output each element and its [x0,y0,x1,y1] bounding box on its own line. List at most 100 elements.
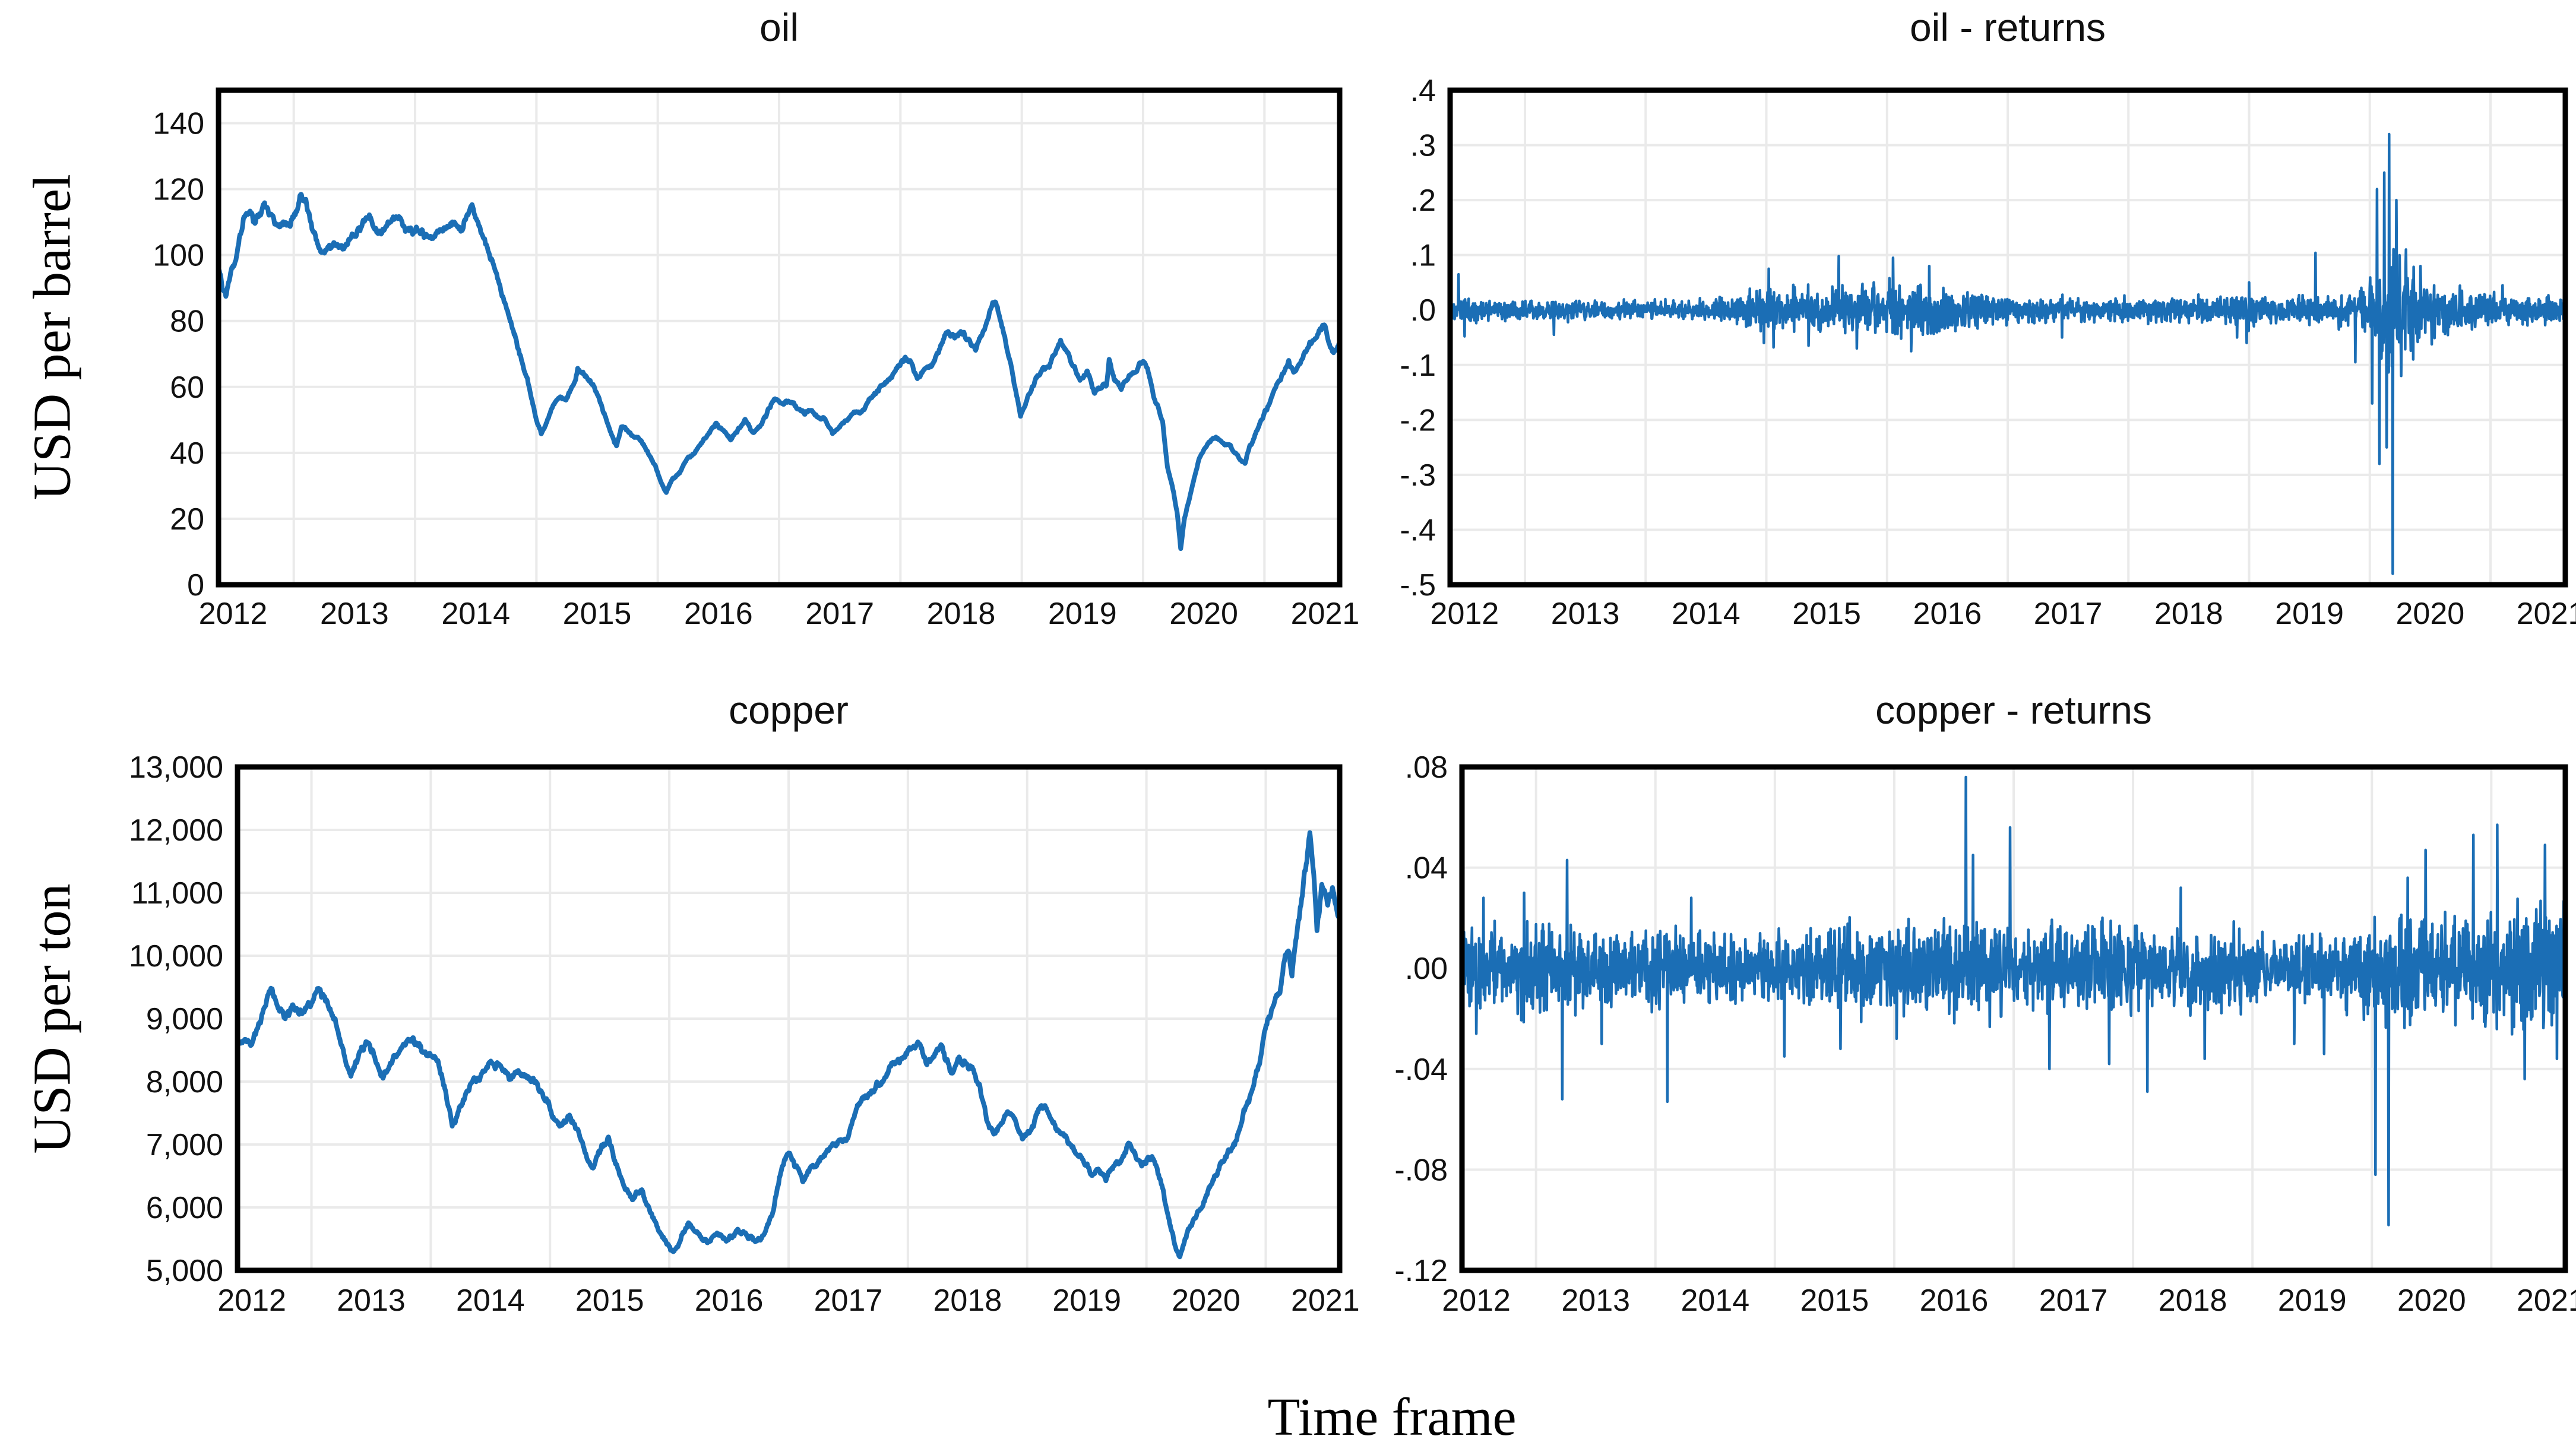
x-tick-label: 2014 [1672,597,1740,631]
x-tick-label: 2019 [2278,1283,2347,1318]
y-tick-label: .4 [1410,74,1436,108]
y-tick-label: 5,000 [146,1254,223,1288]
x-tick-label: 2017 [814,1283,883,1318]
chart-title-oil-returns: oil - returns [1909,5,2106,49]
y-tick-label: .0 [1410,293,1436,328]
x-tick-label: 2017 [2039,1283,2108,1318]
x-tick-label: 2016 [1920,1283,1989,1318]
x-tick-label: 2016 [695,1283,764,1318]
x-tick-label: 2012 [217,1283,286,1318]
y-tick-label: 8,000 [146,1065,223,1099]
y-tick-label: .04 [1405,851,1448,886]
y-tick-label: 11,000 [131,876,223,911]
y-tick-label: 9,000 [146,1002,223,1036]
y-tick-label: -.08 [1394,1153,1448,1187]
oil-returns-series-line [1450,132,2565,575]
y-tick-label: 13,000 [129,750,223,785]
copper-returns-plot-area: .08 .04 .00 -.04 -.08 -.12 2012 2013 2014 2015 201… [1309,741,2576,1337]
oil-returns-plot-area: .4 .3 .2 .1 .0 -.1 -.2 -.3 -.4 -.5 2012 2013 2014 201… [1309,55,2576,654]
x-tick-label: 2017 [2034,597,2103,631]
x-tick-label: 2012 [199,597,268,631]
x-tick-label: 2021 [1291,1283,1360,1318]
x-tick-label: 2014 [1681,1283,1749,1318]
x-tick-label: 2018 [2154,597,2223,631]
y-tick-label: -.2 [1400,403,1436,437]
x-tick-label: 2014 [441,597,510,631]
copper-returns-plot-frame [1459,764,2568,1273]
chart-title-copper: copper [729,688,849,732]
y-tick-label: 0 [187,568,204,603]
y-tick-label: -.5 [1400,568,1436,603]
x-tick-label: 2019 [2275,597,2344,631]
x-tick-label: 2015 [1792,597,1861,631]
x-tick-label: 2013 [1551,597,1620,631]
x-tick-label: 2019 [1052,1283,1121,1318]
oil-price-plot-area: 140 120 100 80 60 40 20 0 2012 2013 2014 2015 2016 20… [77,55,1359,654]
x-tick-label: 2020 [1169,597,1238,631]
copper-returns-series-line [1462,775,2565,1226]
x-tick-label: 2013 [1561,1283,1630,1318]
y-tick-label: -.12 [1394,1254,1448,1288]
x-tick-label: 2018 [927,597,996,631]
y-tick-label: 7,000 [146,1128,223,1162]
y-tick-label: .00 [1405,952,1448,986]
x-tick-label: 2016 [684,597,753,631]
chart-title-oil: oil [759,5,799,49]
x-tick-label: 2019 [1048,597,1117,631]
x-tick-label: 2021 [2517,597,2576,631]
y-tick-label: 6,000 [146,1191,223,1225]
x-tick-label: 2017 [805,597,874,631]
y-tick-label: .08 [1405,750,1448,785]
gridlines [219,90,1340,585]
y-tick-label: -.04 [1394,1052,1448,1087]
y-tick-label: 20 [170,502,204,537]
x-tick-label: 2018 [2159,1283,2227,1318]
gridlines [1462,767,2565,1270]
x-tick-label: 2018 [933,1283,1002,1318]
x-tick-label: 2015 [575,1283,644,1318]
x-axis-label-time-frame: Time frame [1267,1388,1517,1447]
x-tick-label: 2020 [2396,597,2465,631]
x-tick-label: 2020 [1172,1283,1240,1318]
y-tick-label: 10,000 [129,939,223,974]
oil-price-plot-frame [216,87,1343,588]
y-tick-label: -.1 [1400,348,1436,383]
chart-title-copper-returns: copper - returns [1875,688,2152,732]
x-tick-label: 2013 [337,1283,406,1318]
y-axis-label-usd-per-ton: USD per ton [23,883,82,1154]
y-tick-label: 40 [170,436,204,471]
x-tick-label: 2020 [2397,1283,2466,1318]
y-tick-label: .3 [1410,129,1436,163]
y-tick-label: -.3 [1400,458,1436,493]
copper-price-plot-frame [235,764,1343,1273]
oil-returns-plot-frame [1447,87,2568,588]
y-axis-label-usd-per-barrel: USD per barrel [23,174,82,500]
y-tick-label: .1 [1410,239,1436,273]
x-tick-label: 2012 [1442,1283,1511,1318]
x-tick-label: 2015 [1800,1283,1869,1318]
copper-price-series-line [238,830,1340,1260]
oil-price-series-line [219,192,1340,551]
y-tick-label: 60 [170,370,204,405]
y-tick-label: 80 [170,305,204,339]
y-tick-label: -.4 [1400,513,1436,547]
x-tick-label: 2012 [1431,597,1499,631]
copper-price-plot-area: 13,000 12,000 11,000 10,000 9,000 8,000 7,000 6… [77,741,1360,1337]
y-tick-label: 100 [153,239,204,273]
x-tick-label: 2015 [563,597,632,631]
x-tick-label: 2014 [456,1283,525,1318]
y-tick-label: 120 [153,173,204,207]
y-tick-label: 12,000 [129,813,223,848]
x-tick-label: 2021 [1291,597,1360,631]
gridlines [238,767,1340,1270]
copper-price-svg: 13,000 12,000 11,000 10,000 9,000 8,000 7,000 6… [129,750,1360,1318]
y-tick-label: .2 [1410,183,1436,218]
gridlines [1450,90,2565,585]
axis-tick-labels: 13,000 12,000 11,000 10,000 9,000 8,000 7,000 6… [129,750,1360,1318]
